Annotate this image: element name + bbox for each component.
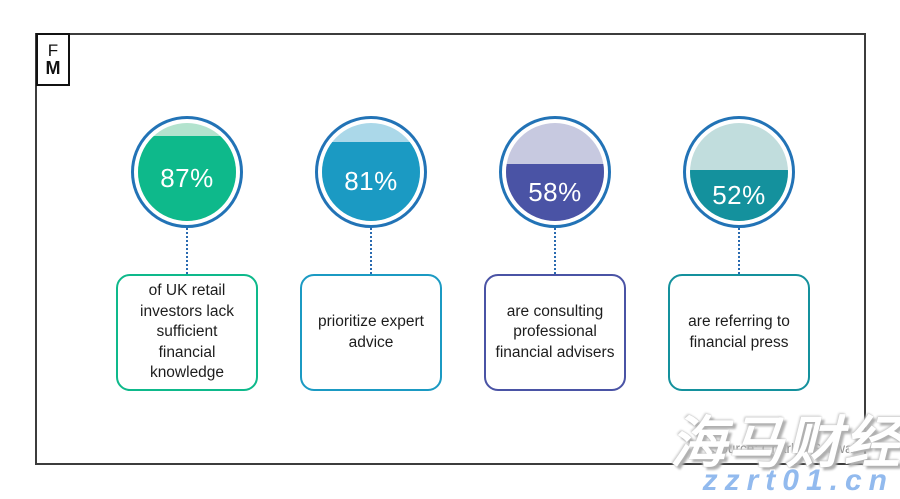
watermark-url-text: zzrt01.cn [702,464,894,497]
stat-label-box: are consulting professional financial ad… [484,274,626,391]
stat-column: 52% are referring to financial press [664,116,814,391]
stats-row: 87% of UK retail investors lack sufficie… [112,116,814,391]
stat-label-box: prioritize expert advice [300,274,442,391]
stat-column: 87% of UK retail investors lack sufficie… [112,116,262,391]
stat-value: 87% [160,162,214,193]
percentage-gauge-circle: 58% [499,116,611,228]
stat-label: of UK retail investors lack sufficient f… [140,282,234,382]
gauge-fill: 87% [138,135,236,221]
dotted-connector [186,228,188,274]
stat-column: 58% are consulting professional financia… [480,116,630,391]
stat-label: prioritize expert advice [318,313,424,351]
fm-logo: F M [36,33,70,86]
stat-label-box: are referring to financial press [668,274,810,391]
stat-value: 52% [712,180,766,211]
dotted-connector [370,228,372,274]
stat-label-box: of UK retail investors lack sufficient f… [116,274,258,391]
gauge-inner-circle: 81% [322,123,420,221]
stat-value: 58% [528,177,582,208]
gauge-fill: 58% [506,164,604,221]
gauge-fill: 52% [690,170,788,221]
percentage-gauge-circle: 87% [131,116,243,228]
logo-letter-f: F [47,40,59,60]
dotted-connector [554,228,556,274]
logo-letter-m: M [45,57,61,78]
border-frame [35,33,866,465]
stat-label: are referring to financial press [688,313,790,351]
stat-label: are consulting professional financial ad… [495,302,615,361]
dotted-connector [738,228,740,274]
stat-value: 81% [344,165,398,196]
gauge-inner-circle: 52% [690,123,788,221]
gauge-inner-circle: 58% [506,123,604,221]
source-text: Source: Charles Schwab [711,441,860,456]
percentage-gauge-circle: 81% [315,116,427,228]
gauge-inner-circle: 87% [138,123,236,221]
percentage-gauge-circle: 52% [683,116,795,228]
watermark-cjk-text: 海马财经 [670,411,900,474]
gauge-fill: 81% [322,141,420,221]
stat-column: 81% prioritize expert advice [296,116,446,391]
